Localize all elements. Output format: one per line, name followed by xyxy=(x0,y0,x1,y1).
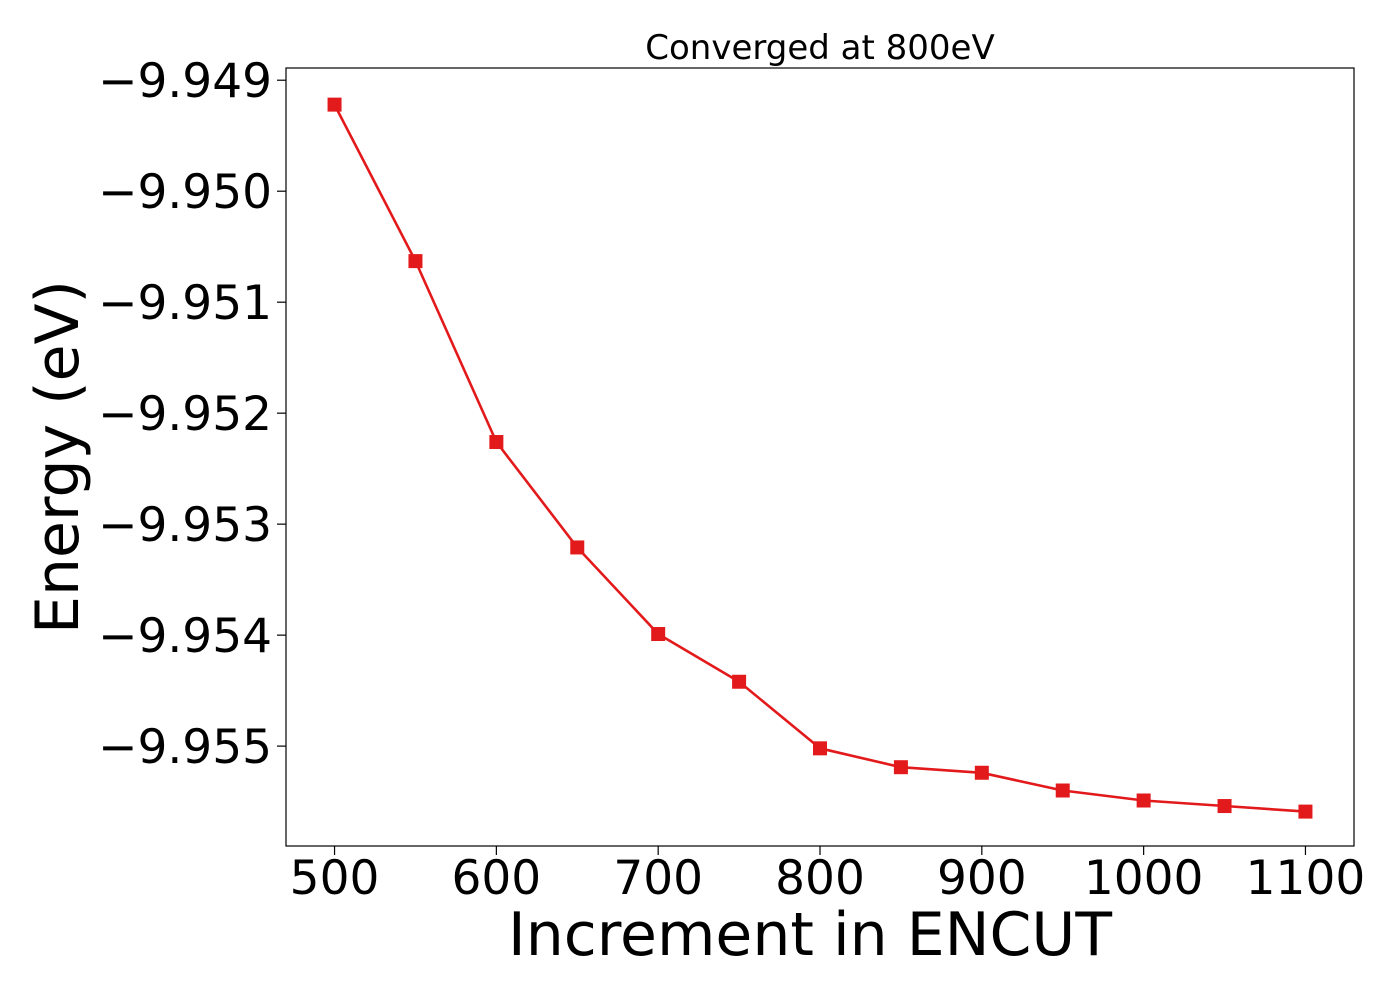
x-tick-label: 800 xyxy=(775,851,865,906)
data-point xyxy=(327,97,342,112)
data-point xyxy=(732,674,747,689)
data-point xyxy=(893,760,908,775)
x-tick-label: 600 xyxy=(452,851,542,906)
data-point xyxy=(651,627,666,642)
data-point xyxy=(1055,783,1070,798)
x-tick-label: 900 xyxy=(937,851,1027,906)
chart-title: Converged at 800eV xyxy=(645,28,994,68)
x-axis: 500 600 700 800 900 1000 1100 xyxy=(290,846,1366,906)
x-tick-label: 1000 xyxy=(1084,851,1204,906)
data-point xyxy=(1136,793,1151,808)
series-layer xyxy=(327,97,1313,819)
y-tick-label: −9.951 xyxy=(98,276,272,331)
y-tick-label: −9.952 xyxy=(98,387,272,442)
y-tick-label: −9.954 xyxy=(98,609,272,664)
y-tick-label: −9.953 xyxy=(98,498,272,553)
y-axis: −9.949 −9.950 −9.951 −9.952 −9.953 −9.954 −9.9… xyxy=(98,54,286,775)
data-point xyxy=(974,765,989,780)
data-point xyxy=(1298,804,1313,819)
y-tick-label: −9.955 xyxy=(98,720,272,775)
y-axis-label: Energy (eV) xyxy=(23,280,93,634)
data-point xyxy=(408,254,423,269)
data-point xyxy=(813,741,827,756)
data-point xyxy=(489,435,504,450)
x-tick-label: 1100 xyxy=(1246,851,1366,906)
y-tick-label: −9.949 xyxy=(98,54,272,109)
x-axis-label: Increment in ENCUT xyxy=(508,900,1112,970)
data-point xyxy=(570,540,585,555)
x-tick-label: 500 xyxy=(290,851,380,906)
y-tick-label: −9.950 xyxy=(98,165,272,220)
series-line xyxy=(333,104,1306,813)
plot-frame xyxy=(285,67,1355,847)
data-point xyxy=(1217,799,1232,814)
x-tick-label: 700 xyxy=(613,851,703,906)
